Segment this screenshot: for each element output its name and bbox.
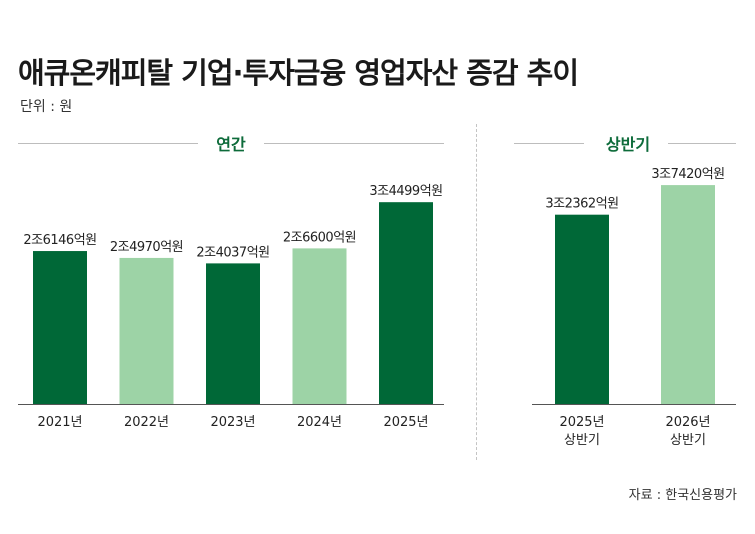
unit-label: 단위 : 원: [20, 99, 73, 115]
halfyear-value-label-1: 3조2362억원: [545, 197, 618, 212]
halfyear-category-label-1-line-2: 상반기: [564, 433, 600, 448]
annual-section-header: 연간: [18, 131, 444, 155]
annual-category-label-4: 2024년: [297, 415, 342, 430]
halfyear-bar-2: [661, 185, 715, 404]
annual-category-label-2: 2022년: [124, 415, 169, 430]
annual-value-label-3: 2조4037억원: [196, 245, 269, 260]
annual-value-label-2: 2조4970억원: [110, 240, 183, 255]
chart-title: 애큐온캐피탈 기업·투자금융 영업자산 증감 추이: [18, 56, 579, 90]
annual-value-label-4: 2조6600억원: [283, 230, 356, 245]
annual-bar-5: [379, 202, 433, 404]
annual-category-label-5: 2025년: [383, 415, 428, 430]
halfyear-rule-left: [514, 143, 584, 144]
annual-bar-4: [292, 248, 347, 404]
annual-category-label-3: 2023년: [210, 415, 255, 430]
annual-rule-right: [264, 143, 444, 144]
annual-category-label-1: 2021년: [37, 415, 82, 430]
halfyear-value-label-2: 3조7420억원: [651, 167, 724, 182]
halfyear-category-label-1-line-1: 2025년: [559, 415, 604, 430]
annual-rule-left: [18, 143, 198, 144]
annual-bar-3: [206, 263, 260, 404]
halfyear-category-label-2-line-1: 2026년: [665, 415, 710, 430]
annual-section-title: 연간: [216, 135, 246, 154]
annual-value-label-1: 2조6146억원: [23, 233, 96, 248]
section-divider: [476, 124, 477, 460]
halfyear-section-header: 상반기: [514, 131, 736, 155]
halfyear-rule-right: [668, 143, 736, 144]
annual-bar-2: [119, 257, 174, 404]
annual-bar-1: [33, 251, 87, 404]
halfyear-section-title: 상반기: [605, 135, 651, 154]
annual-value-label-5: 3조4499억원: [369, 184, 442, 199]
source-note: 자료 : 한국신용평가: [628, 488, 737, 503]
halfyear-bar-1: [555, 214, 609, 404]
halfyear-category-label-2-line-2: 상반기: [670, 433, 706, 448]
